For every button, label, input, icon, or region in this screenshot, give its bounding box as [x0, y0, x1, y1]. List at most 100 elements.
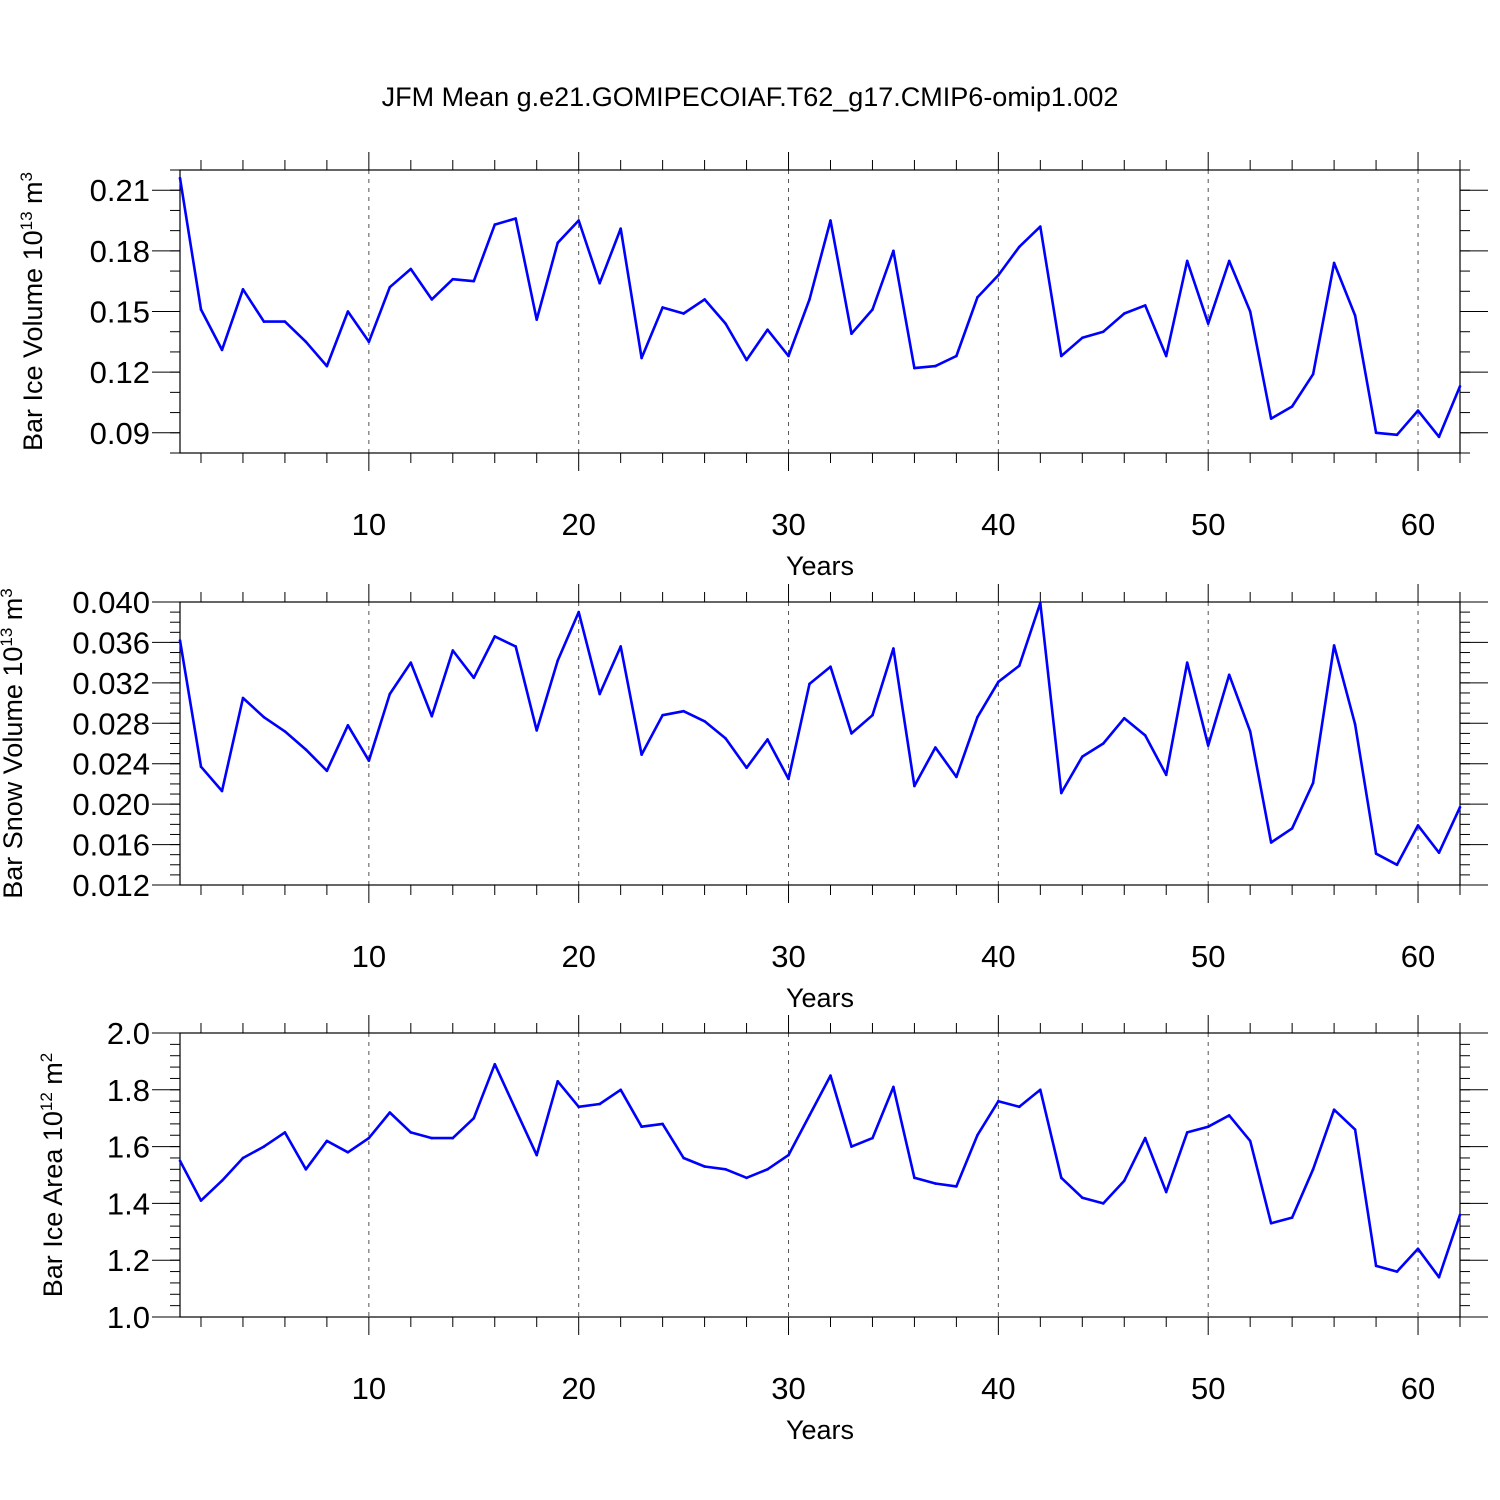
x-tick-label: 10: [352, 939, 386, 974]
y-axis-label-unit-exponent: 3: [17, 172, 36, 181]
data-point: [367, 1136, 371, 1140]
data-point: [1458, 1213, 1462, 1217]
data-point: [325, 769, 329, 773]
x-tick-label: 20: [561, 939, 595, 974]
y-axis-label-unit: m: [38, 1062, 68, 1092]
data-point: [241, 287, 245, 291]
data-point: [997, 1099, 1000, 1103]
series-line: [178, 601, 1462, 867]
data-point: [346, 724, 350, 727]
data-point: [892, 1085, 895, 1089]
data-point: [913, 784, 916, 788]
x-tick-label: 30: [771, 939, 805, 974]
data-point: [199, 765, 203, 769]
y-tick-label: 0.21: [90, 173, 150, 208]
data-point: [535, 729, 539, 732]
data-point: [913, 366, 916, 370]
plot-frame: [179, 601, 1461, 886]
x-tick-label: 40: [981, 507, 1015, 542]
data-point: [892, 647, 895, 650]
data-point: [661, 1122, 664, 1126]
data-point: [598, 692, 601, 696]
data-point: [1395, 863, 1399, 867]
data-point: [787, 777, 790, 781]
y-tick-label: 0.032: [72, 666, 150, 701]
data-point: [619, 645, 622, 648]
data-point: [1185, 661, 1189, 664]
data-point: [640, 356, 643, 360]
data-point: [1332, 644, 1336, 647]
data-point: [346, 1150, 350, 1154]
data-point: [703, 298, 706, 301]
data-point: [997, 273, 1000, 277]
data-point: [220, 1179, 224, 1182]
y-axis-label: Bar Ice Area 1012 m2: [37, 1053, 68, 1298]
data-point: [997, 680, 1000, 684]
data-point: [787, 1153, 790, 1157]
y-axis-label-unit-exponent: 3: [0, 588, 16, 597]
data-point: [1060, 354, 1063, 358]
data-point: [556, 1079, 560, 1083]
series-line: [178, 177, 1462, 439]
data-point: [745, 766, 748, 770]
data-point: [535, 1153, 539, 1157]
data-point: [1060, 791, 1063, 795]
data-point: [661, 713, 664, 717]
y-tick-label: 0.024: [72, 747, 150, 782]
data-point: [304, 748, 308, 751]
data-point: [1437, 851, 1441, 854]
data-point: [829, 665, 832, 668]
data-point: [913, 1176, 916, 1180]
data-point: [871, 1136, 874, 1140]
x-axis-label: Years: [786, 983, 854, 1013]
x-tick-label: 60: [1401, 507, 1435, 542]
x-tick-label: 40: [981, 939, 1015, 974]
data-point: [1164, 773, 1168, 777]
data-point: [955, 775, 958, 779]
y-tick-label: 0.18: [90, 234, 150, 269]
data-point: [1311, 781, 1315, 785]
data-point: [955, 354, 958, 358]
x-tick-label: 10: [352, 1371, 386, 1406]
data-point: [346, 310, 350, 313]
x-tick-label: 50: [1191, 507, 1225, 542]
x-tick-label: 20: [561, 1371, 595, 1406]
data-point: [1164, 354, 1168, 358]
y-axis-label-exponent: 13: [0, 628, 16, 647]
data-point: [829, 219, 832, 222]
data-point: [262, 1145, 266, 1148]
data-point: [220, 348, 224, 352]
data-point: [1227, 259, 1231, 263]
data-point: [451, 649, 455, 652]
data-point: [871, 713, 874, 717]
x-tick-label: 10: [352, 507, 386, 542]
data-point: [388, 692, 392, 696]
data-point: [409, 267, 413, 271]
data-point: [1248, 1139, 1252, 1143]
data-point: [1185, 259, 1189, 263]
y-axis-label-main: Bar Ice Volume 10: [18, 230, 48, 451]
y-tick-label: 0.016: [72, 828, 150, 863]
y-tick-label: 1.8: [107, 1073, 150, 1108]
data-point: [283, 320, 287, 323]
data-point: [1080, 1196, 1084, 1200]
data-point: [283, 1131, 287, 1134]
data-point: [619, 1088, 622, 1092]
data-point: [1080, 336, 1084, 340]
data-point: [493, 1062, 497, 1066]
data-point: [262, 320, 266, 323]
data-point: [514, 645, 518, 648]
y-tick-label: 0.12: [90, 355, 150, 390]
data-point: [1290, 1216, 1294, 1219]
data-point: [1437, 435, 1441, 439]
data-point: [1248, 730, 1252, 733]
y-axis-label-exponent: 13: [17, 211, 36, 230]
data-point: [766, 1168, 769, 1171]
data-point: [451, 277, 455, 281]
data-point: [535, 318, 539, 321]
data-point: [1353, 314, 1357, 317]
data-point: [1039, 1088, 1042, 1092]
data-point: [556, 241, 560, 245]
data-point: [1080, 755, 1084, 758]
data-point: [388, 285, 392, 289]
